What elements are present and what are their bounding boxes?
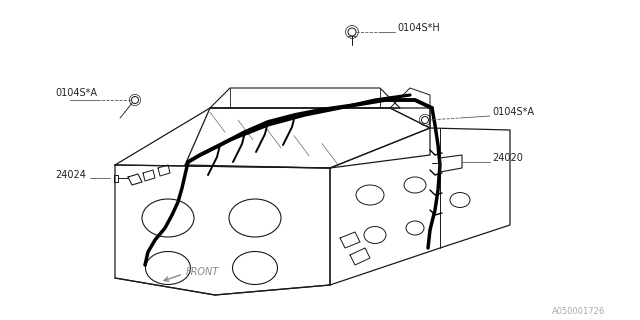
Text: 0104S*A: 0104S*A — [55, 88, 97, 98]
Text: FRONT: FRONT — [186, 267, 220, 277]
Text: 24020: 24020 — [492, 153, 523, 163]
Text: 24024: 24024 — [55, 170, 86, 180]
Text: 0104S*A: 0104S*A — [492, 107, 534, 117]
Text: 0104S*H: 0104S*H — [397, 23, 440, 33]
Text: A050001726: A050001726 — [552, 308, 605, 316]
